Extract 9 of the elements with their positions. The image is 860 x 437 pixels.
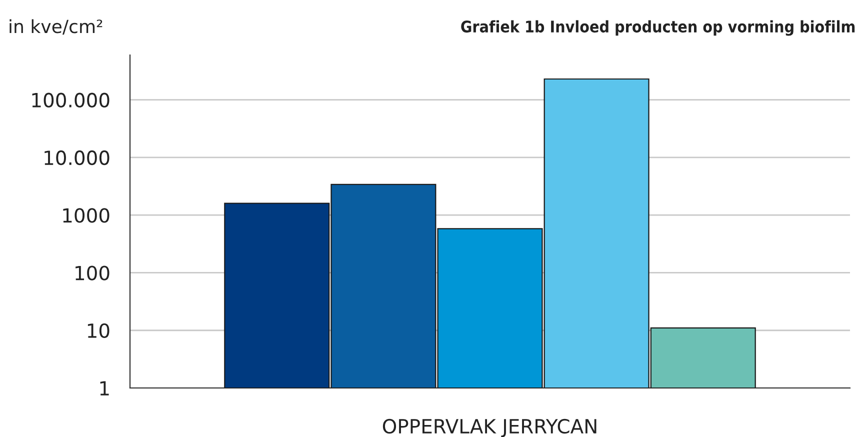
y-axis-title: in kve/cm² <box>10 19 102 35</box>
y-tick-label: 10.000 <box>44 150 110 166</box>
y-tick-label: 100.000 <box>32 92 110 108</box>
y-tick-label: 1 <box>100 381 109 396</box>
y-tick-label: 1000 <box>63 208 110 223</box>
y-tick-label: 10 <box>88 323 110 338</box>
chart-title: Grafiek 1b Invloed producten op vorming biofilm <box>461 20 855 36</box>
y-tick-label: 100 <box>76 266 110 280</box>
x-tick-label: OPPERVLAK JERRYCAN <box>382 418 596 437</box>
